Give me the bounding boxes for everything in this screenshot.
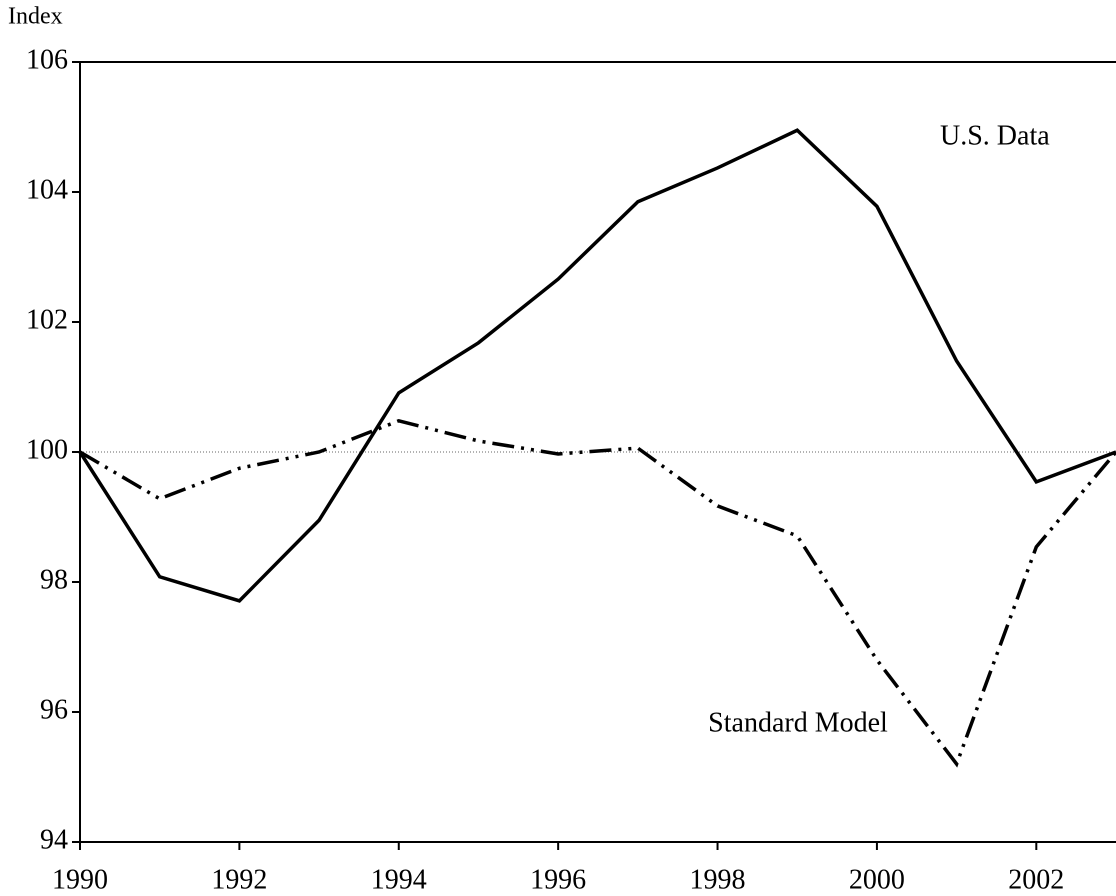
x-tick-label: 2002 — [1008, 864, 1064, 895]
x-tick-label: 2000 — [849, 864, 905, 895]
series-label: U.S. Data — [940, 120, 1050, 151]
x-tick-label: 1990 — [52, 864, 108, 895]
y-tick-label: 96 — [40, 694, 68, 725]
y-tick-label: 104 — [26, 174, 68, 205]
x-tick-label: 1998 — [690, 864, 746, 895]
series-line — [79, 418, 1116, 768]
x-tick-label: 1994 — [371, 864, 427, 895]
y-tick-label: 94 — [40, 824, 68, 855]
y-tick-label: 98 — [40, 564, 68, 595]
series-label: Standard Model — [708, 707, 888, 738]
y-axis-label: Index — [8, 4, 63, 30]
y-tick-label: 106 — [26, 44, 68, 75]
x-tick-label: 1992 — [211, 864, 267, 895]
y-tick-label: 100 — [26, 434, 68, 465]
series-line — [78, 128, 1116, 603]
x-tick-label: 1996 — [530, 864, 586, 895]
y-tick-label: 102 — [26, 304, 68, 335]
